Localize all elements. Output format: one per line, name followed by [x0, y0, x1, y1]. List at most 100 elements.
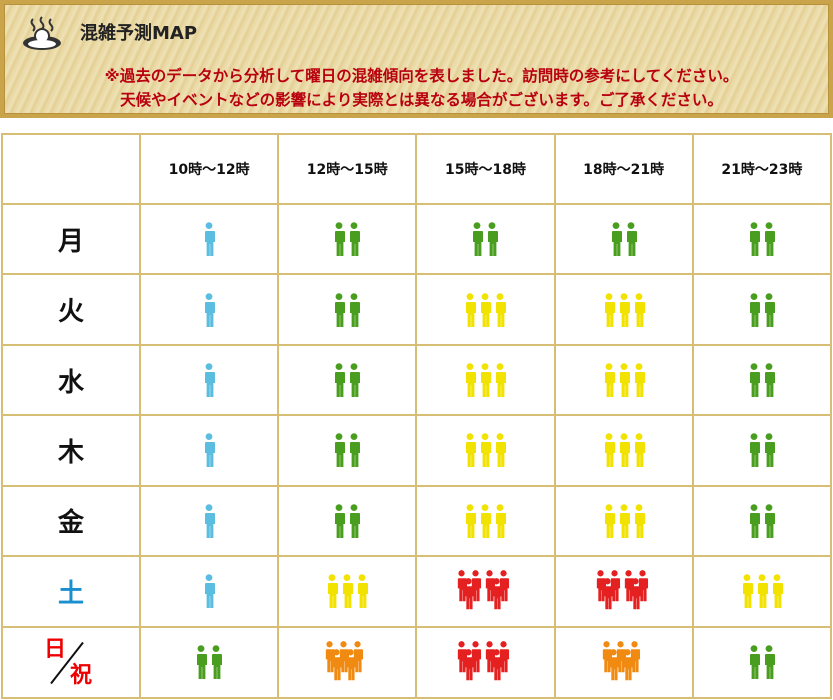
person-icon	[457, 641, 468, 673]
crowd-cell	[691, 202, 833, 276]
crowd-level-2-people-icon	[334, 433, 361, 468]
day-label-fri: 金	[1, 484, 141, 558]
page-title: 混雑予測MAP	[80, 23, 198, 44]
crowd-cell	[138, 343, 280, 417]
crowd-cell	[553, 484, 694, 558]
hot-spring-bath-icon	[23, 16, 61, 50]
crowd-cell	[553, 273, 694, 346]
col-header-slot-1: 10時～12時	[138, 133, 280, 205]
day-label-thu: 木	[1, 414, 141, 487]
person-icon	[763, 363, 775, 398]
sun-holiday-label: 日 祝	[36, 629, 106, 689]
person-icon	[748, 504, 760, 538]
person-icon	[603, 363, 615, 398]
person-icon	[763, 504, 775, 538]
person-icon	[610, 222, 622, 257]
col-header-slot-4: 18時～21時	[553, 133, 694, 205]
person-icon	[465, 433, 477, 468]
crowd-cell	[415, 343, 556, 417]
table-row: 日 祝	[1, 625, 833, 700]
crowd-cell	[415, 625, 556, 700]
person-icon	[756, 574, 768, 609]
crowd-cell	[553, 414, 694, 487]
person-icon	[334, 292, 346, 327]
person-icon	[763, 292, 775, 327]
person-icon	[334, 363, 346, 398]
person-icon	[618, 433, 630, 468]
crowd-level-2-people-icon	[334, 363, 361, 398]
person-icon	[472, 222, 484, 257]
person-icon	[204, 433, 216, 468]
crowd-level-5-people-icon	[457, 570, 510, 610]
person-icon	[633, 504, 645, 538]
crowd-level-3-people-icon	[603, 504, 645, 538]
person-icon	[204, 504, 216, 538]
table-row: 水	[1, 343, 833, 417]
crowd-level-2-people-icon	[748, 363, 775, 398]
crowd-level-2-people-icon	[334, 222, 361, 257]
crowd-cell	[691, 343, 833, 417]
person-icon	[601, 641, 612, 673]
crowd-cell	[138, 484, 280, 558]
person-icon	[464, 578, 475, 610]
person-icon	[495, 292, 507, 327]
person-icon	[334, 222, 346, 257]
person-icon	[623, 570, 634, 602]
notice-line-1: ※過去のデータから分析して曜日の混雑傾向を表しました。訪問時の参考にしてください…	[104, 67, 739, 85]
crowd-cell	[277, 414, 418, 487]
person-icon	[480, 433, 492, 468]
crowd-level-2-people-icon	[748, 433, 775, 468]
person-icon	[357, 574, 369, 609]
person-icon	[603, 504, 615, 538]
holiday-label: 祝	[70, 662, 93, 688]
person-icon	[602, 578, 613, 610]
corner-cell	[1, 133, 141, 205]
person-icon	[771, 574, 783, 609]
person-icon	[495, 433, 507, 468]
crowd-cell	[553, 555, 694, 628]
crowd-level-5-people-icon	[457, 641, 510, 681]
crowd-cell	[553, 625, 694, 700]
header-panel: 混雑予測MAP ※過去のデータから分析して曜日の混雑傾向を表しました。訪問時の参…	[4, 4, 829, 114]
table-row: 金	[1, 484, 833, 558]
person-icon	[633, 363, 645, 398]
crowd-level-3-people-icon	[603, 433, 645, 468]
day-label-sun-holiday: 日 祝	[1, 625, 141, 700]
crowd-level-2-people-icon	[610, 222, 637, 257]
crowd-level-3-people-icon	[603, 292, 645, 327]
crowd-cell	[277, 484, 418, 558]
crowd-cell	[553, 202, 694, 276]
crowd-level-1-people-icon	[204, 363, 216, 398]
crowd-cell	[138, 555, 280, 628]
person-icon	[204, 292, 216, 327]
person-icon	[334, 504, 346, 538]
person-icon	[603, 292, 615, 327]
person-icon	[465, 292, 477, 327]
table-row: 土	[1, 555, 833, 628]
person-icon	[204, 574, 216, 609]
crowd-level-4-people-icon	[325, 641, 364, 681]
crowd-level-2-people-icon	[472, 222, 499, 257]
person-icon	[625, 222, 637, 257]
crowd-level-3-people-icon	[465, 504, 507, 538]
person-icon	[325, 641, 336, 673]
person-icon	[485, 570, 496, 602]
crowd-level-1-people-icon	[204, 222, 216, 257]
person-icon	[748, 433, 760, 468]
crowd-level-1-people-icon	[204, 504, 216, 538]
person-icon	[763, 222, 775, 257]
crowd-cell	[277, 273, 418, 346]
person-icon	[633, 292, 645, 327]
crowd-level-2-people-icon	[196, 645, 223, 680]
person-icon	[349, 433, 361, 468]
person-icon	[741, 574, 753, 609]
day-label-tue: 火	[1, 273, 141, 346]
header-banner: 混雑予測MAP ※過去のデータから分析して曜日の混雑傾向を表しました。訪問時の参…	[0, 0, 833, 118]
crowd-cell	[277, 202, 418, 276]
crowd-level-3-people-icon	[465, 433, 507, 468]
person-icon	[349, 504, 361, 538]
crowd-level-2-people-icon	[334, 504, 361, 538]
person-icon	[204, 363, 216, 398]
crowd-cell	[415, 555, 556, 628]
crowd-level-3-people-icon	[603, 363, 645, 398]
